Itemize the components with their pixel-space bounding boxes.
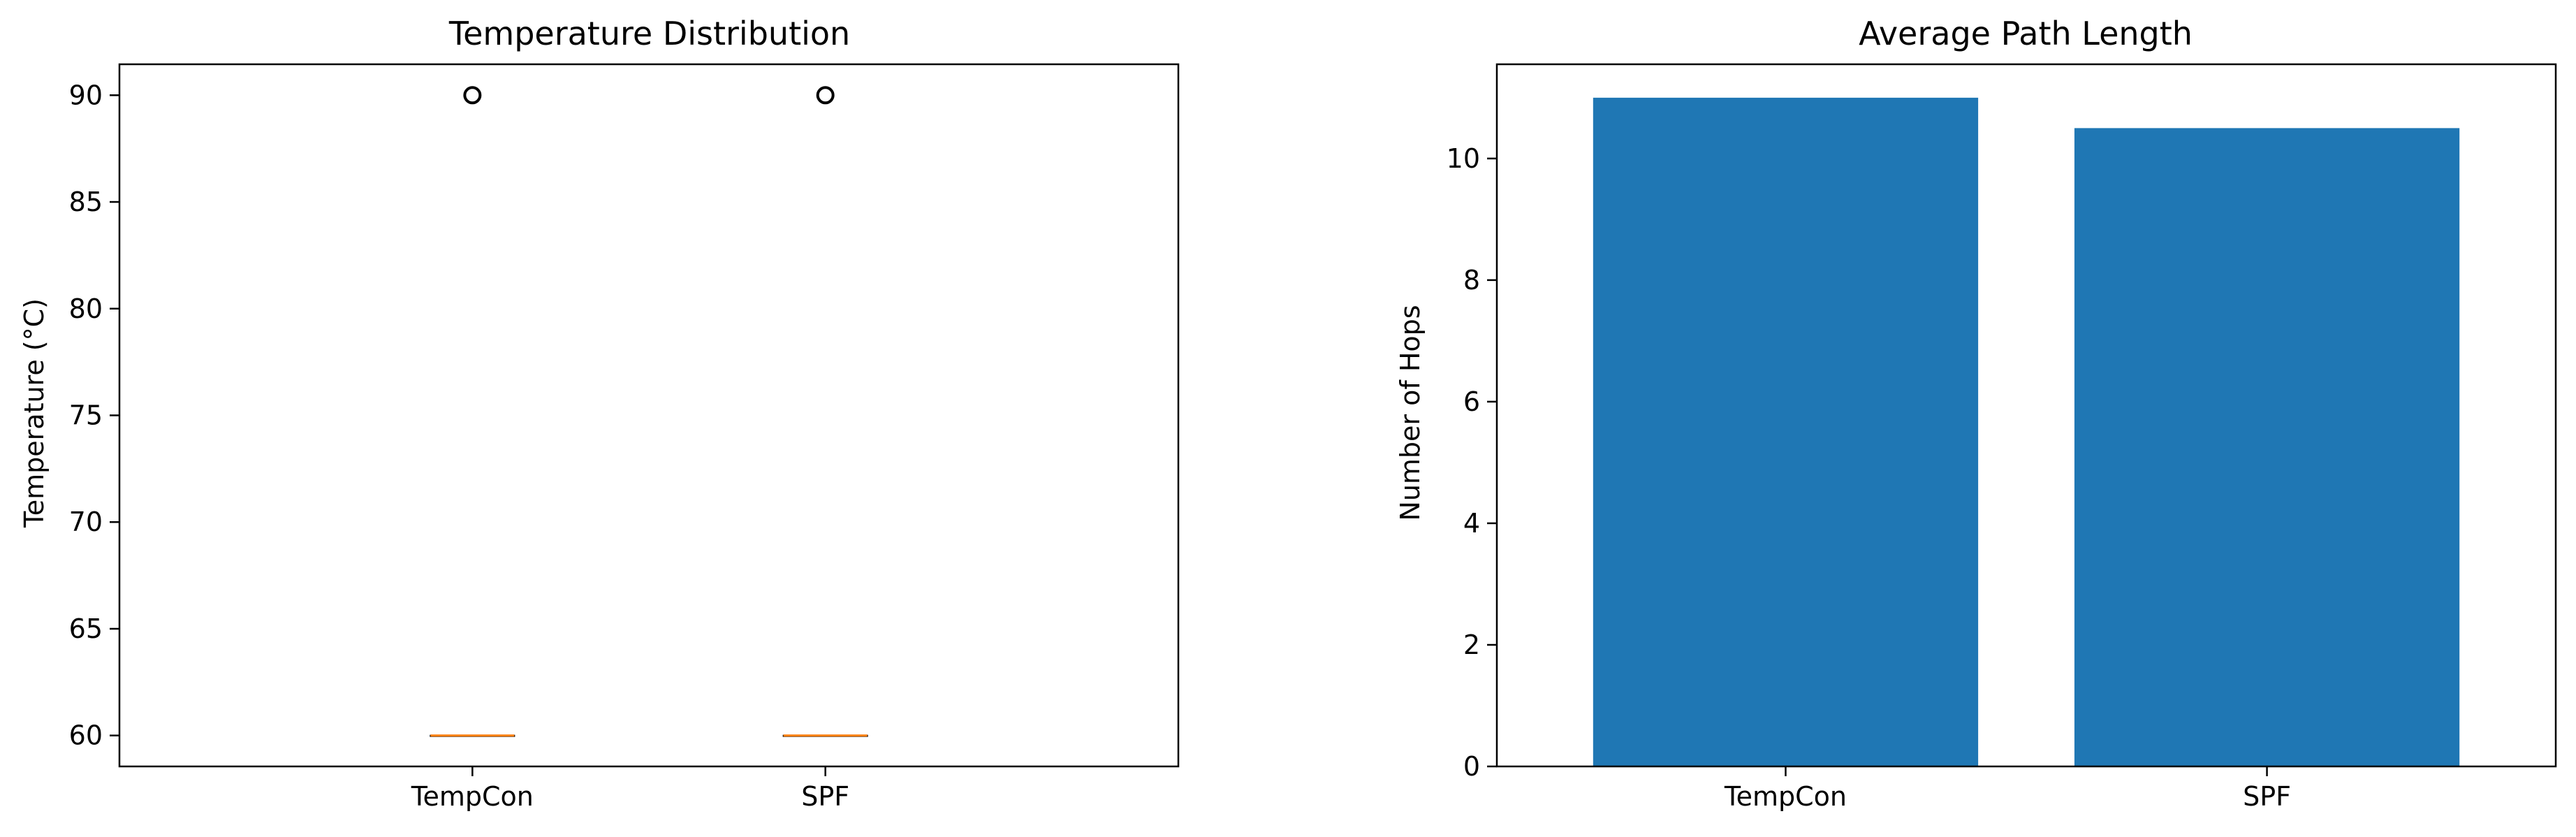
box-ytick-label: 65 — [69, 613, 103, 644]
box-plot-area: 60 65 70 75 80 85 90 TempCon SPF — [69, 80, 868, 812]
bar-xtick-label: SPF — [2243, 781, 2291, 812]
box-plot-frame — [118, 63, 1180, 768]
bar-ytick-label: 2 — [1463, 629, 1480, 660]
bar-tempcon — [1593, 97, 1979, 766]
bar-spf — [2074, 128, 2460, 766]
box-outlier-point — [463, 86, 482, 105]
box-chart-ylabel: Temperature (°C) — [19, 298, 50, 528]
temperature-distribution-panel: Temperature Distribution Temperature (°C… — [19, 15, 1180, 812]
box-ytick-label: 60 — [69, 720, 103, 751]
bar-ytick-label: 4 — [1463, 508, 1480, 539]
bar-ytick-label: 0 — [1463, 751, 1480, 782]
bar-ytick-label: 10 — [1447, 143, 1480, 174]
box-outlier-point — [816, 86, 835, 105]
bar-xtick-label: TempCon — [1724, 781, 1847, 812]
box-ytick-label: 70 — [69, 507, 103, 537]
box-xtick-label: SPF — [801, 781, 849, 812]
average-path-length-panel: Average Path Length Number of Hops 0 2 4 6 8… — [1395, 15, 2557, 812]
bar-ytick-label: 8 — [1463, 265, 1480, 296]
box-ytick-label: 85 — [69, 187, 103, 217]
box-chart-title: Temperature Distribution — [448, 15, 850, 52]
bar-plot-frame — [1495, 63, 2557, 768]
box-ytick-label: 90 — [69, 80, 103, 110]
bar-chart-ylabel: Number of Hops — [1395, 305, 1426, 521]
bar-ytick-label: 6 — [1463, 386, 1480, 417]
box-xtick-label: TempCon — [411, 781, 534, 812]
bar-chart-title: Average Path Length — [1859, 15, 2193, 52]
box-ytick-label: 75 — [69, 400, 103, 431]
bar-plot-area: 0 2 4 6 8 10 TempCon SPF — [1447, 97, 2460, 812]
box-ytick-label: 80 — [69, 293, 103, 324]
